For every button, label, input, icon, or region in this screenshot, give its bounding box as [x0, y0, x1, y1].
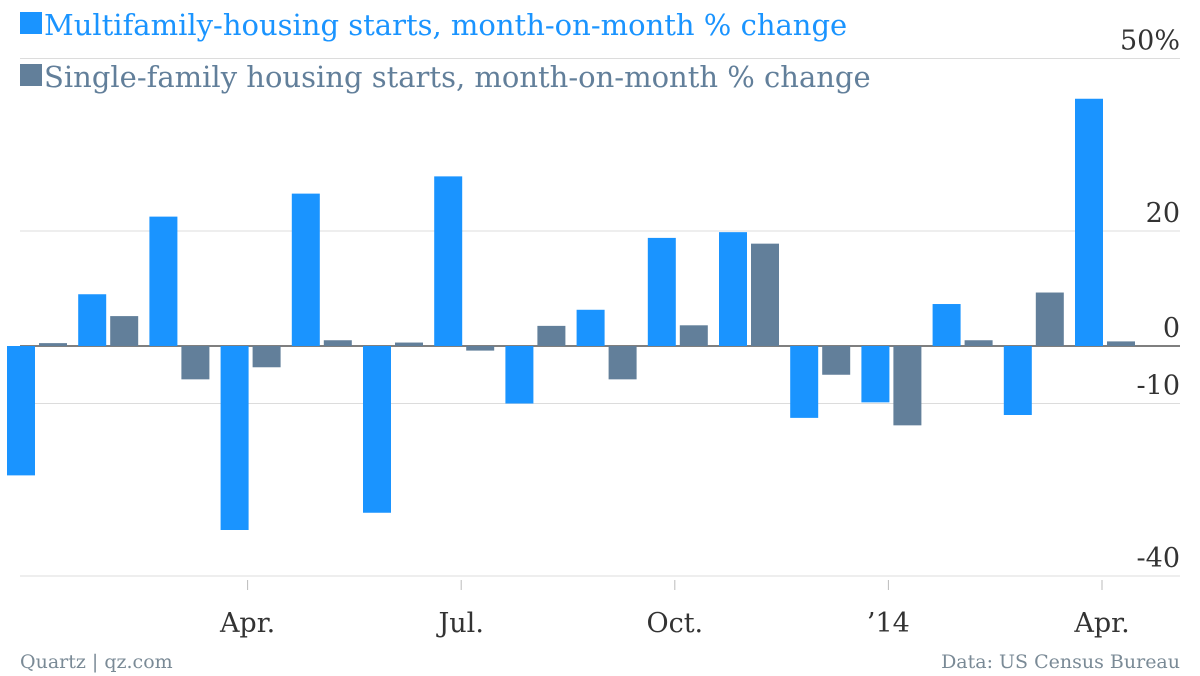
bar-single-family-2014-04 — [1107, 341, 1135, 346]
x-tick-label: Apr. — [219, 608, 275, 639]
legend-label: Single-family housing starts, month-on-m… — [44, 60, 871, 94]
bar-multifamily-2014-03 — [1003, 346, 1032, 415]
x-axis-ticks: Apr. Jul. Oct. ’14 Apr. — [219, 580, 1130, 639]
footer-source-right: Data: US Census Bureau — [941, 651, 1180, 673]
bar-single-family-2013-07 — [466, 346, 495, 351]
bar-multifamily-2014-01 — [861, 346, 890, 403]
bar-multifamily-2014-02 — [932, 304, 961, 346]
bar-single-family-2013-01 — [39, 343, 67, 346]
bar-multifamily-2013-04 — [220, 346, 249, 530]
x-tick-label: Oct. — [646, 608, 703, 639]
y-tick-label: 50% — [1120, 26, 1180, 57]
bar-multifamily-2013-08 — [505, 346, 534, 404]
bar-multifamily-2013-09 — [576, 309, 605, 346]
bar-single-family-2013-06 — [395, 342, 423, 346]
legend-swatch — [20, 64, 42, 86]
bar-multifamily-2013-10 — [647, 237, 676, 346]
bar-multifamily-2013-03 — [149, 216, 178, 346]
bar-single-family-2013-09 — [608, 346, 637, 380]
bar-single-family-2014-01 — [893, 346, 922, 426]
bar-multifamily-2014-04 — [1075, 98, 1103, 346]
bar-single-family-2013-12 — [822, 346, 851, 375]
bars — [7, 98, 1135, 530]
bar-single-family-2014-02 — [964, 340, 993, 346]
x-tick-label: Jul. — [435, 608, 483, 639]
bar-single-family-2013-05 — [323, 340, 352, 346]
y-axis-ticks: 50% 20 0 -10 -40 — [1120, 26, 1180, 575]
y-tick-label: -40 — [1137, 543, 1180, 574]
bar-multifamily-2013-02 — [78, 294, 107, 346]
bar-single-family-2013-03 — [181, 346, 210, 380]
y-tick-label: 0 — [1163, 313, 1180, 344]
legend: Multifamily-housing starts, month-on-mon… — [20, 8, 871, 94]
bar-single-family-2014-03 — [1035, 292, 1064, 346]
footer-source-left: Quartz | qz.com — [20, 651, 173, 673]
bar-single-family-2013-02 — [110, 316, 139, 346]
bar-multifamily-2013-11 — [719, 232, 747, 346]
bar-multifamily-2013-07 — [434, 176, 463, 346]
x-tick-label: Apr. — [1073, 608, 1129, 639]
x-tick-label: ’14 — [867, 608, 910, 639]
y-tick-label: 20 — [1146, 198, 1180, 229]
bar-multifamily-2013-01 — [7, 346, 35, 476]
bar-multifamily-2013-12 — [790, 346, 819, 418]
bar-single-family-2013-08 — [537, 325, 566, 346]
bar-single-family-2013-04 — [252, 346, 281, 368]
y-tick-label: -10 — [1137, 371, 1180, 402]
legend-label: Multifamily-housing starts, month-on-mon… — [44, 8, 847, 42]
legend-swatch — [20, 12, 42, 34]
bar-single-family-2013-11 — [751, 243, 779, 346]
bar-multifamily-2013-05 — [291, 193, 320, 346]
bar-single-family-2013-10 — [679, 325, 708, 346]
bar-multifamily-2013-06 — [363, 346, 391, 513]
